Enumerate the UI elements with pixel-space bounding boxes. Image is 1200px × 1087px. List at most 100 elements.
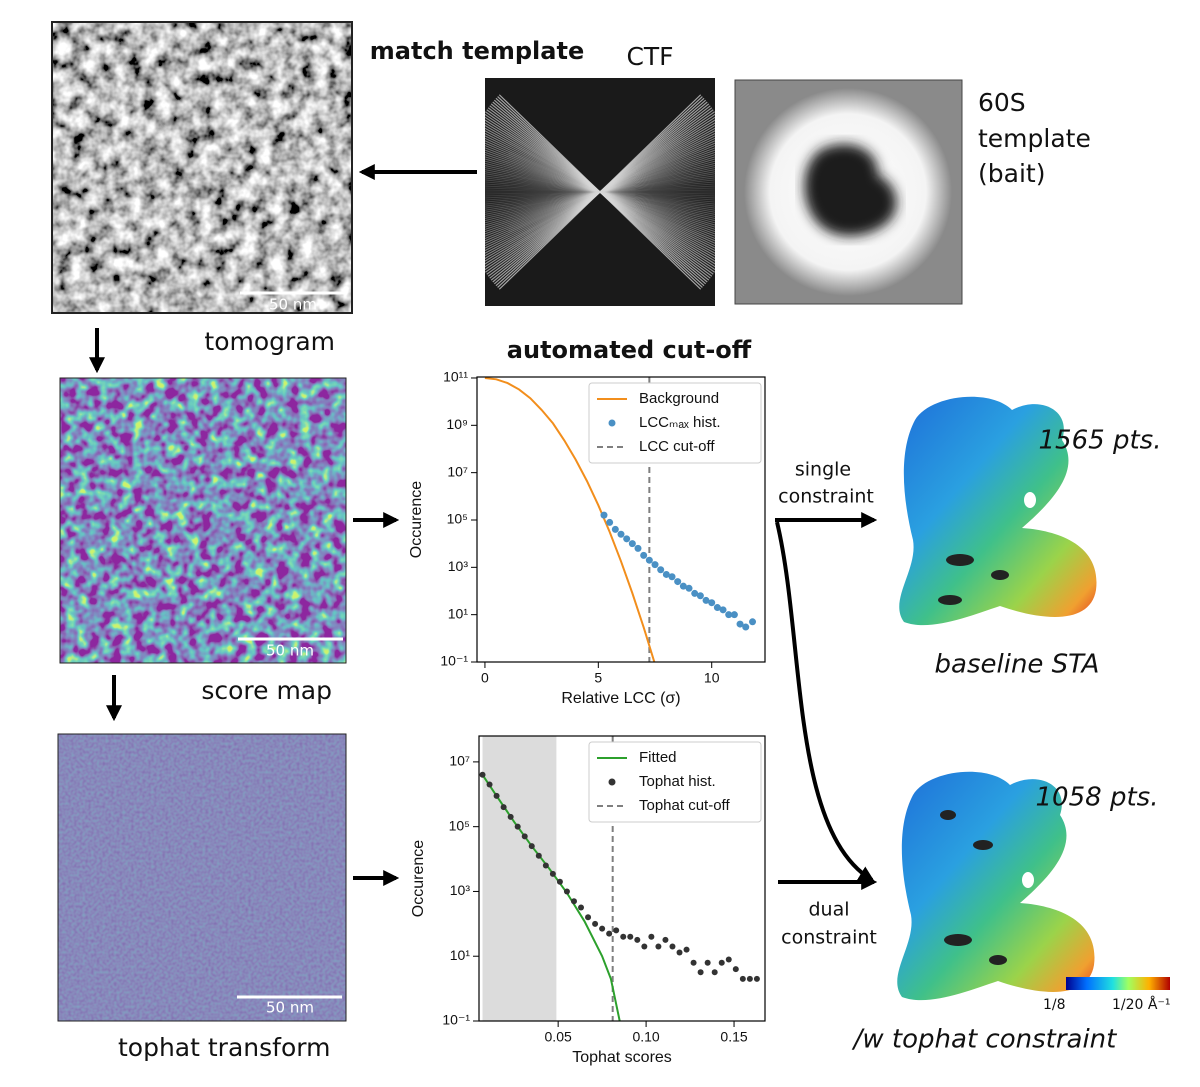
y-tick-label: 10⁹ (446, 416, 468, 432)
data-point (711, 969, 718, 976)
ctf-ring (599, 173, 715, 193)
data-point (669, 943, 676, 950)
ctf-ring (485, 179, 601, 193)
data-point (563, 888, 570, 895)
ctf-ring (599, 164, 715, 193)
ctf-ring (599, 158, 715, 193)
score-map-label: score map (201, 676, 332, 705)
ctf-ring (485, 147, 601, 193)
ctf-ring (599, 191, 715, 213)
legend-label: Background (639, 390, 719, 407)
ctf-ring (485, 162, 601, 193)
ctf-ring (599, 191, 715, 201)
ctf-ring (498, 191, 601, 290)
data-point (514, 823, 521, 830)
data-point (599, 925, 606, 932)
ctf-ring (485, 149, 601, 193)
data-point (640, 551, 648, 559)
ctf-ring (599, 179, 715, 193)
x-tick-label: 0.10 (632, 1029, 659, 1045)
baseline-map (899, 396, 1097, 626)
arrow-label: constraint (778, 486, 874, 508)
data-point (718, 959, 725, 966)
legend-key (608, 419, 616, 427)
ctf-ring (599, 191, 715, 218)
ctf-ring (599, 166, 715, 193)
template-label: 60S (978, 88, 1026, 117)
x-tick-label: 0.05 (545, 1029, 572, 1045)
data-point (651, 561, 659, 569)
ctf-ring (599, 137, 715, 193)
ctf-ring (485, 191, 601, 244)
ctf-ring (599, 177, 715, 193)
legend-box (588, 741, 762, 823)
y-axis-label: Occurence (410, 840, 427, 917)
data-point (676, 949, 683, 956)
data-point (486, 781, 493, 788)
ctf-ring (599, 191, 715, 209)
ctf-ring (485, 175, 601, 193)
ctf-ring (599, 191, 715, 203)
legend-key (608, 778, 616, 786)
ctf-ring (599, 169, 715, 193)
data-point (679, 582, 687, 590)
ctf-ring (485, 191, 601, 228)
ctf-ring (599, 171, 715, 193)
data-point (528, 843, 535, 850)
ctf-ring (599, 149, 715, 193)
ctf-ring (485, 191, 601, 195)
data-point (592, 920, 599, 927)
data-point (611, 525, 619, 533)
y-tick-label: 10³ (450, 882, 471, 898)
legend-label: LCCₘₐₓ hist. (639, 414, 721, 431)
score-map-image (60, 378, 346, 663)
arrow-label: constraint (781, 927, 877, 949)
ctf-ring (485, 171, 601, 193)
y-tick-label: 10⁵ (447, 511, 468, 527)
ctf-ring (599, 191, 702, 290)
y-tick-label: 10⁻¹ (442, 1012, 470, 1028)
ctf-ring (599, 160, 715, 193)
ctf-ring (485, 191, 601, 201)
template-label: (bait) (978, 159, 1045, 188)
arrow-label: single (795, 459, 851, 481)
arrow-label: dual (808, 899, 849, 921)
ctf-ring (485, 185, 601, 193)
data-point (668, 573, 676, 581)
ctf-ring (485, 169, 601, 193)
ctf-ring (599, 191, 715, 240)
ctf-ring (485, 191, 601, 242)
ctf-ring (599, 191, 715, 230)
frame (51, 21, 353, 314)
axes-frame (478, 735, 766, 1022)
tophat-label: tophat transform (118, 1033, 330, 1062)
ctf-ring (485, 191, 601, 211)
colorbar (1066, 977, 1170, 990)
ctf-ring (599, 135, 715, 193)
legend-label: LCC cut-off (639, 438, 715, 455)
x-axis-label: Tophat scores (572, 1049, 672, 1066)
ctf-ring (599, 144, 715, 193)
data-point (674, 578, 682, 586)
ctf-ring (599, 191, 715, 242)
data-point (713, 604, 721, 612)
ctf-pattern (485, 94, 715, 290)
x-tick-label: 10 (704, 670, 720, 686)
data-point (702, 596, 710, 604)
template-label: template (978, 124, 1091, 153)
data-point (704, 959, 711, 966)
y-tick-label: 10⁷ (449, 753, 470, 769)
data-point (542, 862, 549, 869)
chart-title: automated cut-off (507, 336, 752, 364)
ctf-ring (485, 181, 601, 193)
plot-marks (479, 736, 760, 1021)
shaded-region (482, 736, 557, 1021)
ctf-ring (485, 158, 601, 193)
ctf-ring (485, 191, 601, 199)
ctf-ring (599, 140, 715, 193)
ctf-ring (599, 191, 715, 222)
data-point (628, 540, 636, 548)
tophat-image (58, 734, 346, 1021)
y-tick-label: 10³ (448, 558, 469, 574)
